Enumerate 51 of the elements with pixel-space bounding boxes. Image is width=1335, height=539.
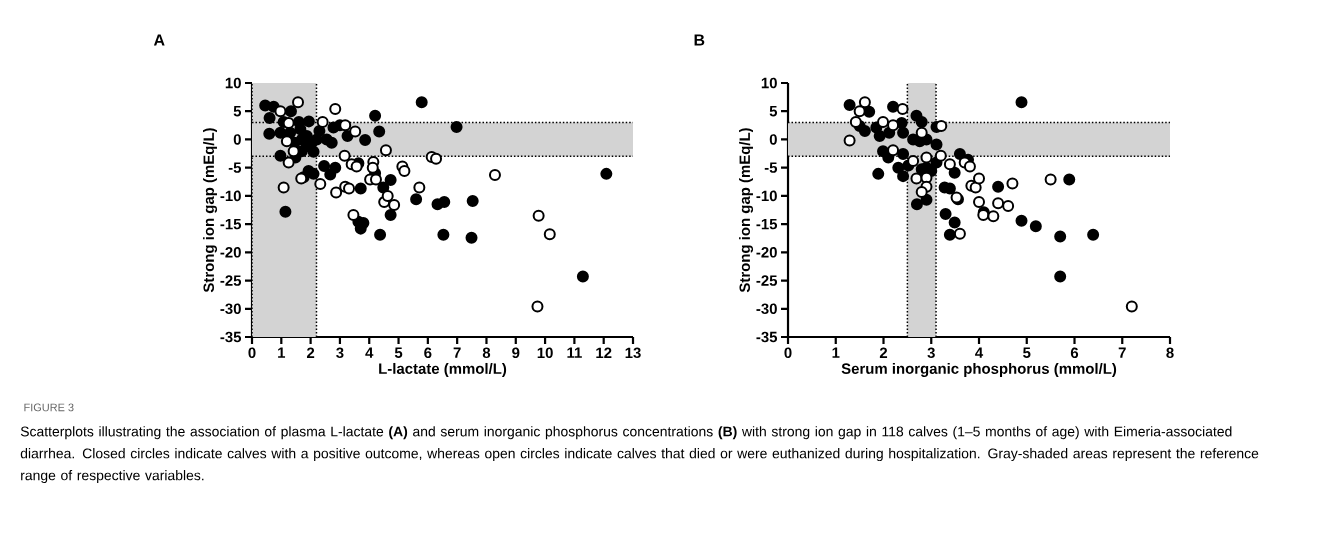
- x-tick-label: 10: [537, 347, 553, 359]
- x-tick-label: 3: [336, 347, 344, 359]
- y-tick-label: -30: [756, 303, 777, 315]
- x-tick-label: 5: [394, 347, 403, 358]
- x-tick-label: 7: [453, 347, 461, 358]
- x-tick-label: 8: [1166, 347, 1174, 359]
- y-tick-label: 5: [233, 106, 242, 117]
- x-axis-title: Serum inorganic phosphorus (mmol/L): [841, 362, 1117, 377]
- y-tick-label: -30: [220, 303, 241, 315]
- x-tick-label: 2: [306, 347, 315, 358]
- chart-title: B: [694, 34, 705, 46]
- y-tick-label: -15: [756, 218, 778, 230]
- y-tick-label: 0: [233, 134, 241, 145]
- x-tick-label: 1: [278, 347, 286, 358]
- x-tick-label: 12: [596, 347, 612, 358]
- x-tick-label: 9: [512, 347, 520, 359]
- x-tick-label: 6: [1070, 347, 1079, 359]
- x-tick-label: 6: [424, 347, 432, 359]
- x-tick-label: 13: [625, 347, 641, 359]
- y-tick-label: 0: [769, 134, 777, 145]
- y-tick-label: -15: [220, 218, 242, 230]
- y-tick-label: -20: [220, 247, 241, 258]
- y-tick-label: 10: [225, 77, 241, 89]
- text: Scatterplots illustrating the association of plasma L-lactate (A) and serum inorganic phosphorus concentrations (B) with strong ion gap in 118 calves (1–5 months of age) with Eimeria-associated diarrhea. Closed circles indicate calves with a positive outcome, whereas open circles indicate calves that died or were euthanized during hospitalization. Gray-shaded areas represent the reference range of respective variables.: [20, 426, 1259, 484]
- y-axis-title: Strong ion gap (mEq/L): [203, 128, 218, 293]
- x-tick-label: 8: [482, 347, 491, 359]
- x-tick-label: 2: [879, 347, 888, 358]
- y-tick-label: -10: [756, 190, 777, 202]
- y-tick-label: -5: [228, 162, 242, 173]
- x-tick-label: 0: [248, 347, 256, 359]
- x-tick-label: 0: [784, 347, 792, 359]
- caption: FIGURE 3: [24, 403, 74, 412]
- y-tick-label: -35: [756, 331, 778, 343]
- y-tick-label: -35: [220, 331, 242, 343]
- x-tick-label: 3: [927, 347, 935, 359]
- x-tick-label: 11: [567, 347, 582, 358]
- y-tick-label: 5: [769, 106, 778, 117]
- y-tick-label: -25: [756, 275, 778, 286]
- y-tick-label: -25: [220, 275, 242, 286]
- chart-title: A: [153, 34, 165, 46]
- x-axis-title: L-lactate (mmol/L): [379, 362, 507, 377]
- x-tick-label: 4: [975, 347, 984, 358]
- x-tick-label: 1: [832, 347, 840, 358]
- x-tick-label: 7: [1118, 347, 1126, 358]
- x-tick-label: 4: [365, 347, 374, 358]
- y-tick-label: -10: [220, 190, 241, 202]
- x-tick-label: 5: [1023, 347, 1031, 358]
- y-tick-label: 10: [761, 77, 777, 89]
- y-axis-title: Strong ion gap (mEq/L): [739, 128, 754, 293]
- y-tick-label: -5: [764, 162, 778, 173]
- y-tick-label: -20: [756, 247, 777, 258]
